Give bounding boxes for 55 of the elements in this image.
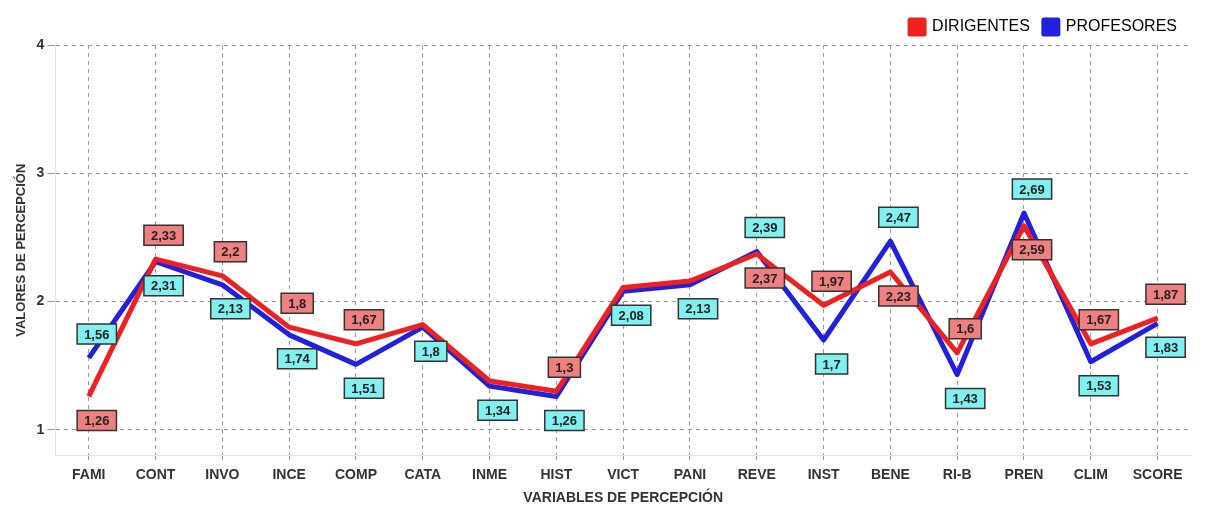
data-label: 1,8 bbox=[421, 343, 440, 359]
x-tick-label: CATA bbox=[404, 465, 442, 482]
data-label: 1,8 bbox=[288, 295, 307, 311]
data-label: 1,67 bbox=[1086, 312, 1112, 328]
data-label: 1,26 bbox=[84, 412, 110, 428]
data-label: 1,56 bbox=[84, 326, 110, 342]
data-label: 1,26 bbox=[551, 412, 578, 428]
data-label: 2,13 bbox=[685, 301, 711, 317]
data-label: 1,53 bbox=[1086, 378, 1112, 394]
x-tick-label: RI-B bbox=[942, 465, 972, 482]
data-label: 1,83 bbox=[1152, 339, 1179, 355]
x-tick-label: INME bbox=[472, 465, 508, 482]
x-tick-label: FAMI bbox=[72, 465, 106, 482]
x-tick-label: INCE bbox=[272, 465, 306, 482]
x-tick-label: BENE bbox=[870, 465, 910, 482]
data-label: 1,3 bbox=[555, 359, 574, 375]
data-label: 2,13 bbox=[217, 301, 244, 317]
legend-label: PROFESORES bbox=[1065, 17, 1178, 35]
data-label: 1,51 bbox=[351, 380, 377, 396]
x-tick-label: COMP bbox=[334, 465, 377, 482]
y-tick-label: 1 bbox=[36, 420, 45, 437]
x-tick-label: INST bbox=[807, 465, 840, 482]
x-tick-label: HIST bbox=[540, 465, 573, 482]
y-tick-label: 3 bbox=[36, 164, 45, 181]
data-label: 2,37 bbox=[752, 270, 778, 286]
data-label: 2,2 bbox=[221, 244, 240, 260]
legend-label: DIRIGENTES bbox=[932, 17, 1030, 35]
data-label: 2,31 bbox=[150, 278, 177, 294]
data-label: 2,33 bbox=[150, 227, 177, 243]
x-tick-label: CONT bbox=[135, 465, 176, 482]
x-tick-label: PREN bbox=[1004, 465, 1044, 482]
data-label: 2,08 bbox=[618, 307, 644, 323]
data-label: 2,59 bbox=[1019, 242, 1045, 258]
x-tick-label: SCORE bbox=[1132, 465, 1183, 482]
x-tick-label: PANI bbox=[673, 465, 707, 482]
y-axis-title: VALORES DE PERCEPCIÓN bbox=[13, 163, 29, 337]
data-label: 1,7 bbox=[822, 356, 841, 372]
data-label: 1,34 bbox=[484, 402, 512, 418]
data-label: 2,69 bbox=[1019, 181, 1045, 197]
x-tick-label: CLIM bbox=[1073, 465, 1108, 482]
x-tick-label: INVO bbox=[205, 465, 240, 482]
y-tick-label: 2 bbox=[36, 292, 45, 309]
data-label: 1,67 bbox=[351, 312, 377, 328]
data-label: 1,6 bbox=[956, 321, 975, 337]
data-label: 1,87 bbox=[1152, 286, 1179, 302]
data-label: 2,47 bbox=[885, 209, 912, 225]
data-label: 2,23 bbox=[885, 288, 912, 304]
x-tick-label: REVE bbox=[737, 465, 776, 482]
y-tick-label: 4 bbox=[36, 35, 45, 52]
data-label: 1,97 bbox=[818, 273, 845, 289]
x-tick-label: VICT bbox=[607, 465, 640, 482]
data-label: 1,43 bbox=[952, 391, 978, 407]
data-label: 1,74 bbox=[284, 351, 311, 367]
data-label: 2,39 bbox=[752, 220, 778, 236]
x-axis-title: VARIABLES DE PERCEPCIÓN bbox=[523, 488, 724, 506]
